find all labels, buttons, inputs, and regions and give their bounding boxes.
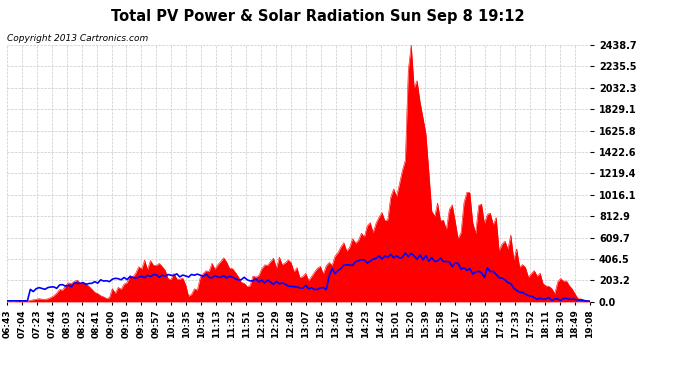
Text: PV Panels  (DC Watts): PV Panels (DC Watts): [563, 21, 676, 30]
Text: Total PV Power & Solar Radiation Sun Sep 8 19:12: Total PV Power & Solar Radiation Sun Sep…: [110, 9, 524, 24]
Text: Radiation  (w/m2): Radiation (w/m2): [440, 21, 530, 30]
Text: Copyright 2013 Cartronics.com: Copyright 2013 Cartronics.com: [7, 34, 148, 43]
